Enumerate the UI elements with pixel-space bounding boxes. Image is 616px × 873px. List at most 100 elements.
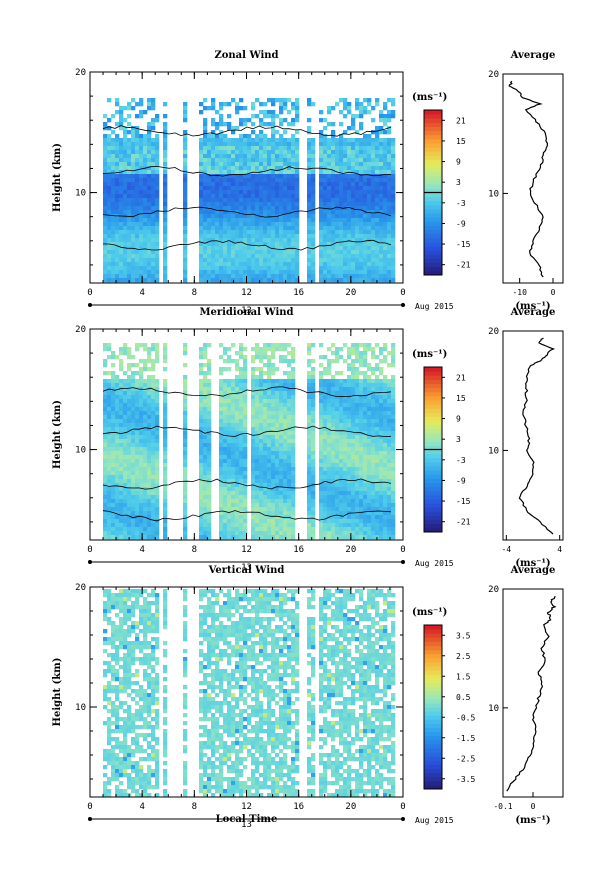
heatmap-cell [107, 142, 112, 147]
heatmap-cell [131, 146, 136, 151]
heatmap-cell [231, 475, 236, 480]
heatmap-cell [155, 427, 160, 432]
heatmap-cell [355, 178, 360, 183]
heatmap-cell [219, 142, 224, 147]
heatmap-cell [383, 343, 388, 348]
heatmap-cell [199, 427, 204, 432]
heatmap-cell [323, 511, 328, 516]
heatmap-cell [123, 262, 128, 267]
heatmap-cell [371, 503, 376, 508]
heatmap-cell [111, 475, 116, 480]
heatmap-cell [355, 238, 360, 243]
heatmap-cell [387, 451, 392, 456]
heatmap-cell [163, 467, 168, 472]
heatmap-cell [127, 226, 132, 231]
heatmap-cell [227, 270, 232, 275]
heatmap-cell [263, 491, 268, 496]
heatmap-cell [379, 491, 384, 496]
heatmap-cell [143, 467, 148, 472]
heatmap-cell [339, 387, 344, 392]
heatmap-cell [243, 234, 248, 239]
heatmap-cell [283, 174, 288, 179]
heatmap-cell [119, 443, 124, 448]
heatmap-cell [239, 166, 244, 171]
heatmap-cell [107, 391, 112, 396]
heatmap-cell [279, 194, 284, 199]
heatmap-cell [391, 511, 396, 516]
heatmap-cell [223, 214, 228, 219]
heatmap-cell [387, 210, 392, 215]
heatmap-cell [379, 479, 384, 484]
heatmap-cell [151, 503, 156, 508]
heatmap-cell [183, 423, 188, 428]
heatmap-cell [107, 439, 112, 444]
heatmap-cell [251, 511, 256, 516]
heatmap-cell [267, 451, 272, 456]
heatmap-cell [111, 158, 116, 163]
heatmap-cell [267, 230, 272, 235]
heatmap-cell [347, 443, 352, 448]
heatmap-cell [351, 206, 356, 211]
heatmap-cell [211, 234, 216, 239]
heatmap-cell [111, 266, 116, 271]
heatmap-cell [143, 266, 148, 271]
heatmap-cell [391, 355, 396, 360]
heatmap-cell [203, 254, 208, 259]
heatmap-cell [367, 447, 372, 452]
heatmap-cell [131, 258, 136, 263]
heatmap-cell [375, 202, 380, 207]
heatmap-cell [359, 158, 364, 163]
heatmap-cell [163, 355, 168, 360]
heatmap-cell [239, 475, 244, 480]
heatmap-cell [135, 423, 140, 428]
heatmap-cell [207, 150, 212, 155]
heatmap-cell [387, 214, 392, 219]
heatmap-cell [127, 379, 132, 384]
heatmap-cell [283, 383, 288, 388]
heatmap-cell [127, 138, 132, 143]
heatmap-cell [351, 218, 356, 223]
heatmap-cell [199, 266, 204, 271]
heatmap-cell [279, 98, 284, 103]
heatmap-cell [355, 443, 360, 448]
heatmap-cell [371, 214, 376, 219]
heatmap-cell [255, 154, 260, 159]
colorbar-segment [424, 229, 442, 235]
heatmap-cell [259, 375, 264, 380]
heatmap-cell [271, 118, 276, 123]
colorbar-segment [424, 270, 442, 276]
heatmap-cell [383, 198, 388, 203]
heatmap-cell [123, 347, 128, 352]
heatmap-cell [267, 443, 272, 448]
heatmap-cell [371, 463, 376, 468]
heatmap-cell [119, 399, 124, 404]
heatmap-cell [355, 206, 360, 211]
heatmap-cell [379, 439, 384, 444]
heatmap-cell [123, 134, 128, 139]
heatmap-cell [307, 166, 312, 171]
heatmap-cell [335, 266, 340, 271]
heatmap-cell [295, 274, 300, 279]
heatmap-cell [123, 278, 128, 283]
heatmap-cell [355, 411, 360, 416]
heatmap-cell [107, 150, 112, 155]
heatmap-cell [231, 234, 236, 239]
heatmap-cell [103, 210, 108, 215]
heatmap-cell [375, 214, 380, 219]
heatmap-cell [391, 190, 396, 195]
heatmap-cell [239, 423, 244, 428]
heatmap-cell [163, 471, 168, 476]
heatmap-cell [127, 419, 132, 424]
heatmap-cell [367, 403, 372, 408]
heatmap-cell [147, 130, 152, 135]
heatmap-cell [259, 158, 264, 163]
heatmap-cell [275, 387, 280, 392]
heatmap-cell [267, 258, 272, 263]
heatmap-cell [247, 158, 252, 163]
heatmap-cell [155, 182, 160, 187]
heatmap-cell [331, 399, 336, 404]
heatmap-cell [135, 363, 140, 368]
heatmap-cell [127, 347, 132, 352]
heatmap-cell [283, 463, 288, 468]
heatmap-cell [183, 134, 188, 139]
